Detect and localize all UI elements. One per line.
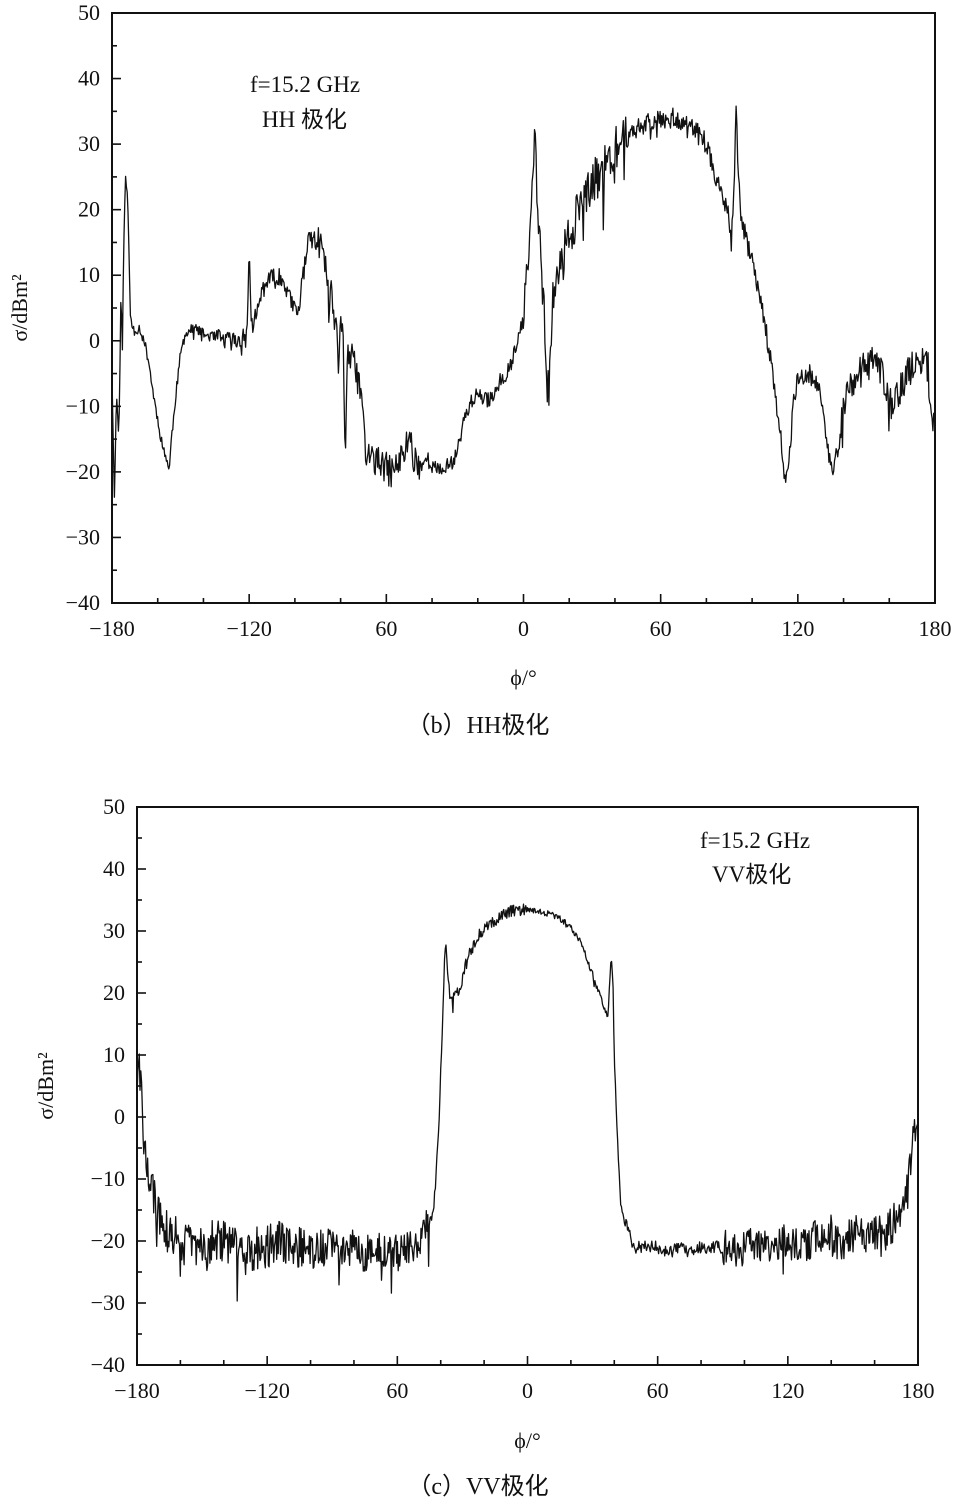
- x-tick-label: −180: [89, 616, 134, 641]
- axis-ticks: [111, 12, 936, 604]
- y-tick-label: 10: [103, 1042, 125, 1067]
- y-tick-label: −40: [91, 1352, 125, 1377]
- axis-ticks: [136, 806, 919, 1366]
- axis-tick-labels: −40 −30 −20 −10 0 10 20 30 40 50 −180 −120 60 0 60 120 1…: [66, 0, 952, 641]
- y-tick-label: 20: [103, 980, 125, 1005]
- y-tick-label: 40: [103, 856, 125, 881]
- x-tick-label: 60: [650, 616, 672, 641]
- figure-caption: （c）VV极化: [407, 1473, 548, 1500]
- y-tick-label: 30: [78, 131, 100, 156]
- y-tick-label: 40: [78, 66, 100, 91]
- x-tick-label: 60: [647, 1378, 669, 1403]
- x-tick-label: −120: [226, 616, 271, 641]
- x-tick-label: 0: [522, 1378, 533, 1403]
- y-tick-label: −10: [91, 1166, 125, 1191]
- x-tick-label: 60: [386, 1378, 408, 1403]
- y-tick-label: −20: [91, 1228, 125, 1253]
- rcs-series-line: [111, 105, 936, 498]
- y-axis-label: σ/dBm²: [7, 274, 32, 342]
- x-axis-label: ϕ/°: [514, 1428, 541, 1453]
- chart-panel-vv: −40 −30 −20 −10 0 10 20 30 40 50 −180 −120 60 0 60 120 1…: [33, 794, 934, 1500]
- axis-frame: [111, 12, 936, 604]
- axis-frame: [136, 806, 919, 1366]
- figure-caption: （b）HH极化: [407, 712, 550, 739]
- x-tick-label: 120: [781, 616, 814, 641]
- y-tick-label: 20: [78, 197, 100, 222]
- chart-panel-hh: −40 −30 −20 −10 0 10 20 30 40 50 −180 −120 60 0 60 120 1…: [7, 0, 951, 739]
- x-tick-label: 180: [902, 1378, 935, 1403]
- y-tick-label: −20: [66, 459, 100, 484]
- x-tick-label: 0: [518, 616, 529, 641]
- y-tick-label: −10: [66, 393, 100, 418]
- x-tick-label: −120: [244, 1378, 289, 1403]
- x-tick-label: 120: [771, 1378, 804, 1403]
- y-tick-label: 0: [89, 328, 100, 353]
- rcs-series-line: [136, 903, 919, 1302]
- x-tick-label: 180: [919, 616, 952, 641]
- frequency-annotation: f=15.2 GHz: [250, 72, 360, 97]
- y-tick-label: 50: [103, 794, 125, 819]
- x-tick-label: −180: [114, 1378, 159, 1403]
- y-tick-label: −40: [66, 590, 100, 615]
- polarization-annotation: HH 极化: [262, 107, 347, 132]
- y-tick-label: 0: [114, 1104, 125, 1129]
- y-axis-label: σ/dBm²: [33, 1052, 58, 1120]
- y-tick-label: −30: [66, 524, 100, 549]
- plot-area: [136, 903, 919, 1302]
- x-tick-label: 60: [375, 616, 397, 641]
- frequency-annotation: f=15.2 GHz: [700, 828, 810, 853]
- y-tick-label: 10: [78, 262, 100, 287]
- y-tick-label: 50: [78, 0, 100, 25]
- y-tick-label: −30: [91, 1290, 125, 1315]
- x-axis-label: ϕ/°: [510, 665, 537, 690]
- y-tick-label: 30: [103, 918, 125, 943]
- plot-area: [111, 105, 936, 498]
- axis-tick-labels: −40 −30 −20 −10 0 10 20 30 40 50 −180 −120 60 0 60 120 1…: [91, 794, 935, 1403]
- polarization-annotation: VV极化: [712, 862, 791, 887]
